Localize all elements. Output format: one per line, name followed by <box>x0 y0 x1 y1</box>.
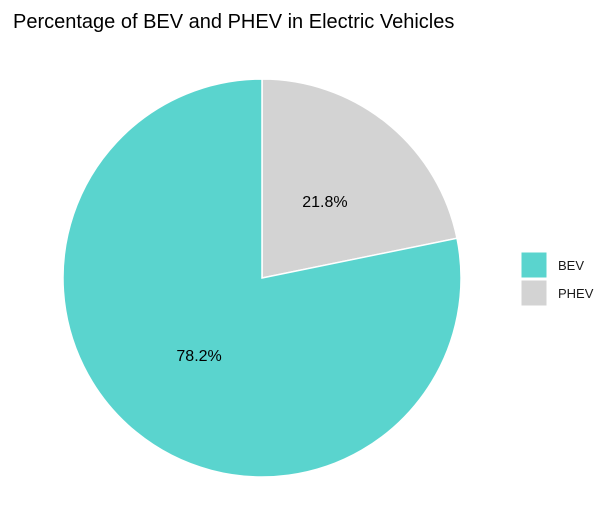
pie-slice-labels: 21.8% 78.2% <box>176 194 347 365</box>
chart-title: Percentage of BEV and PHEV in Electric V… <box>13 11 454 33</box>
legend-label-phev: PHEV <box>558 286 594 301</box>
legend-swatch-bev <box>520 251 548 279</box>
legend-label-bev: BEV <box>558 258 584 273</box>
legend-swatch-phev <box>520 279 548 307</box>
pie-slice-bev <box>62 78 462 478</box>
slice-label-bev: 78.2% <box>176 348 221 365</box>
legend: BEV PHEV <box>520 251 594 307</box>
slice-label-phev: 21.8% <box>302 194 347 211</box>
pie-slices <box>62 78 462 478</box>
pie-slice-phev <box>261 78 458 279</box>
